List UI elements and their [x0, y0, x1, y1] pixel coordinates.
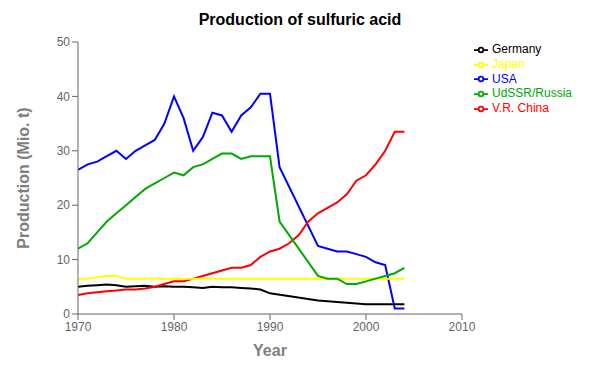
svg-text:20: 20 — [57, 198, 71, 212]
svg-text:40: 40 — [57, 90, 71, 104]
svg-text:2010: 2010 — [449, 320, 476, 334]
svg-text:30: 30 — [57, 144, 71, 158]
html-text:Japan: Japan — [492, 56, 525, 71]
html-text:Germany: Germany — [492, 42, 542, 56]
svg-text:1980: 1980 — [161, 320, 188, 334]
html-text:Production of sulfuric acid: Production of sulfuric acid — [198, 11, 402, 28]
svg-text:10: 10 — [57, 253, 71, 267]
svg-text:50: 50 — [57, 35, 71, 49]
svg-text:Production (Mio. t): Production (Mio. t) — [15, 107, 32, 248]
html-text:UdSSR/Russia: UdSSR/Russia — [492, 86, 572, 101]
svg-text:2000: 2000 — [353, 320, 380, 334]
svg-text:Year: Year — [253, 342, 287, 359]
html-text:V.R. China: V.R. China — [492, 101, 549, 116]
html-text:USA: USA — [492, 71, 517, 86]
svg-text:1990: 1990 — [257, 320, 284, 334]
svg-text:1970: 1970 — [65, 320, 92, 334]
svg-text:0: 0 — [63, 307, 70, 321]
